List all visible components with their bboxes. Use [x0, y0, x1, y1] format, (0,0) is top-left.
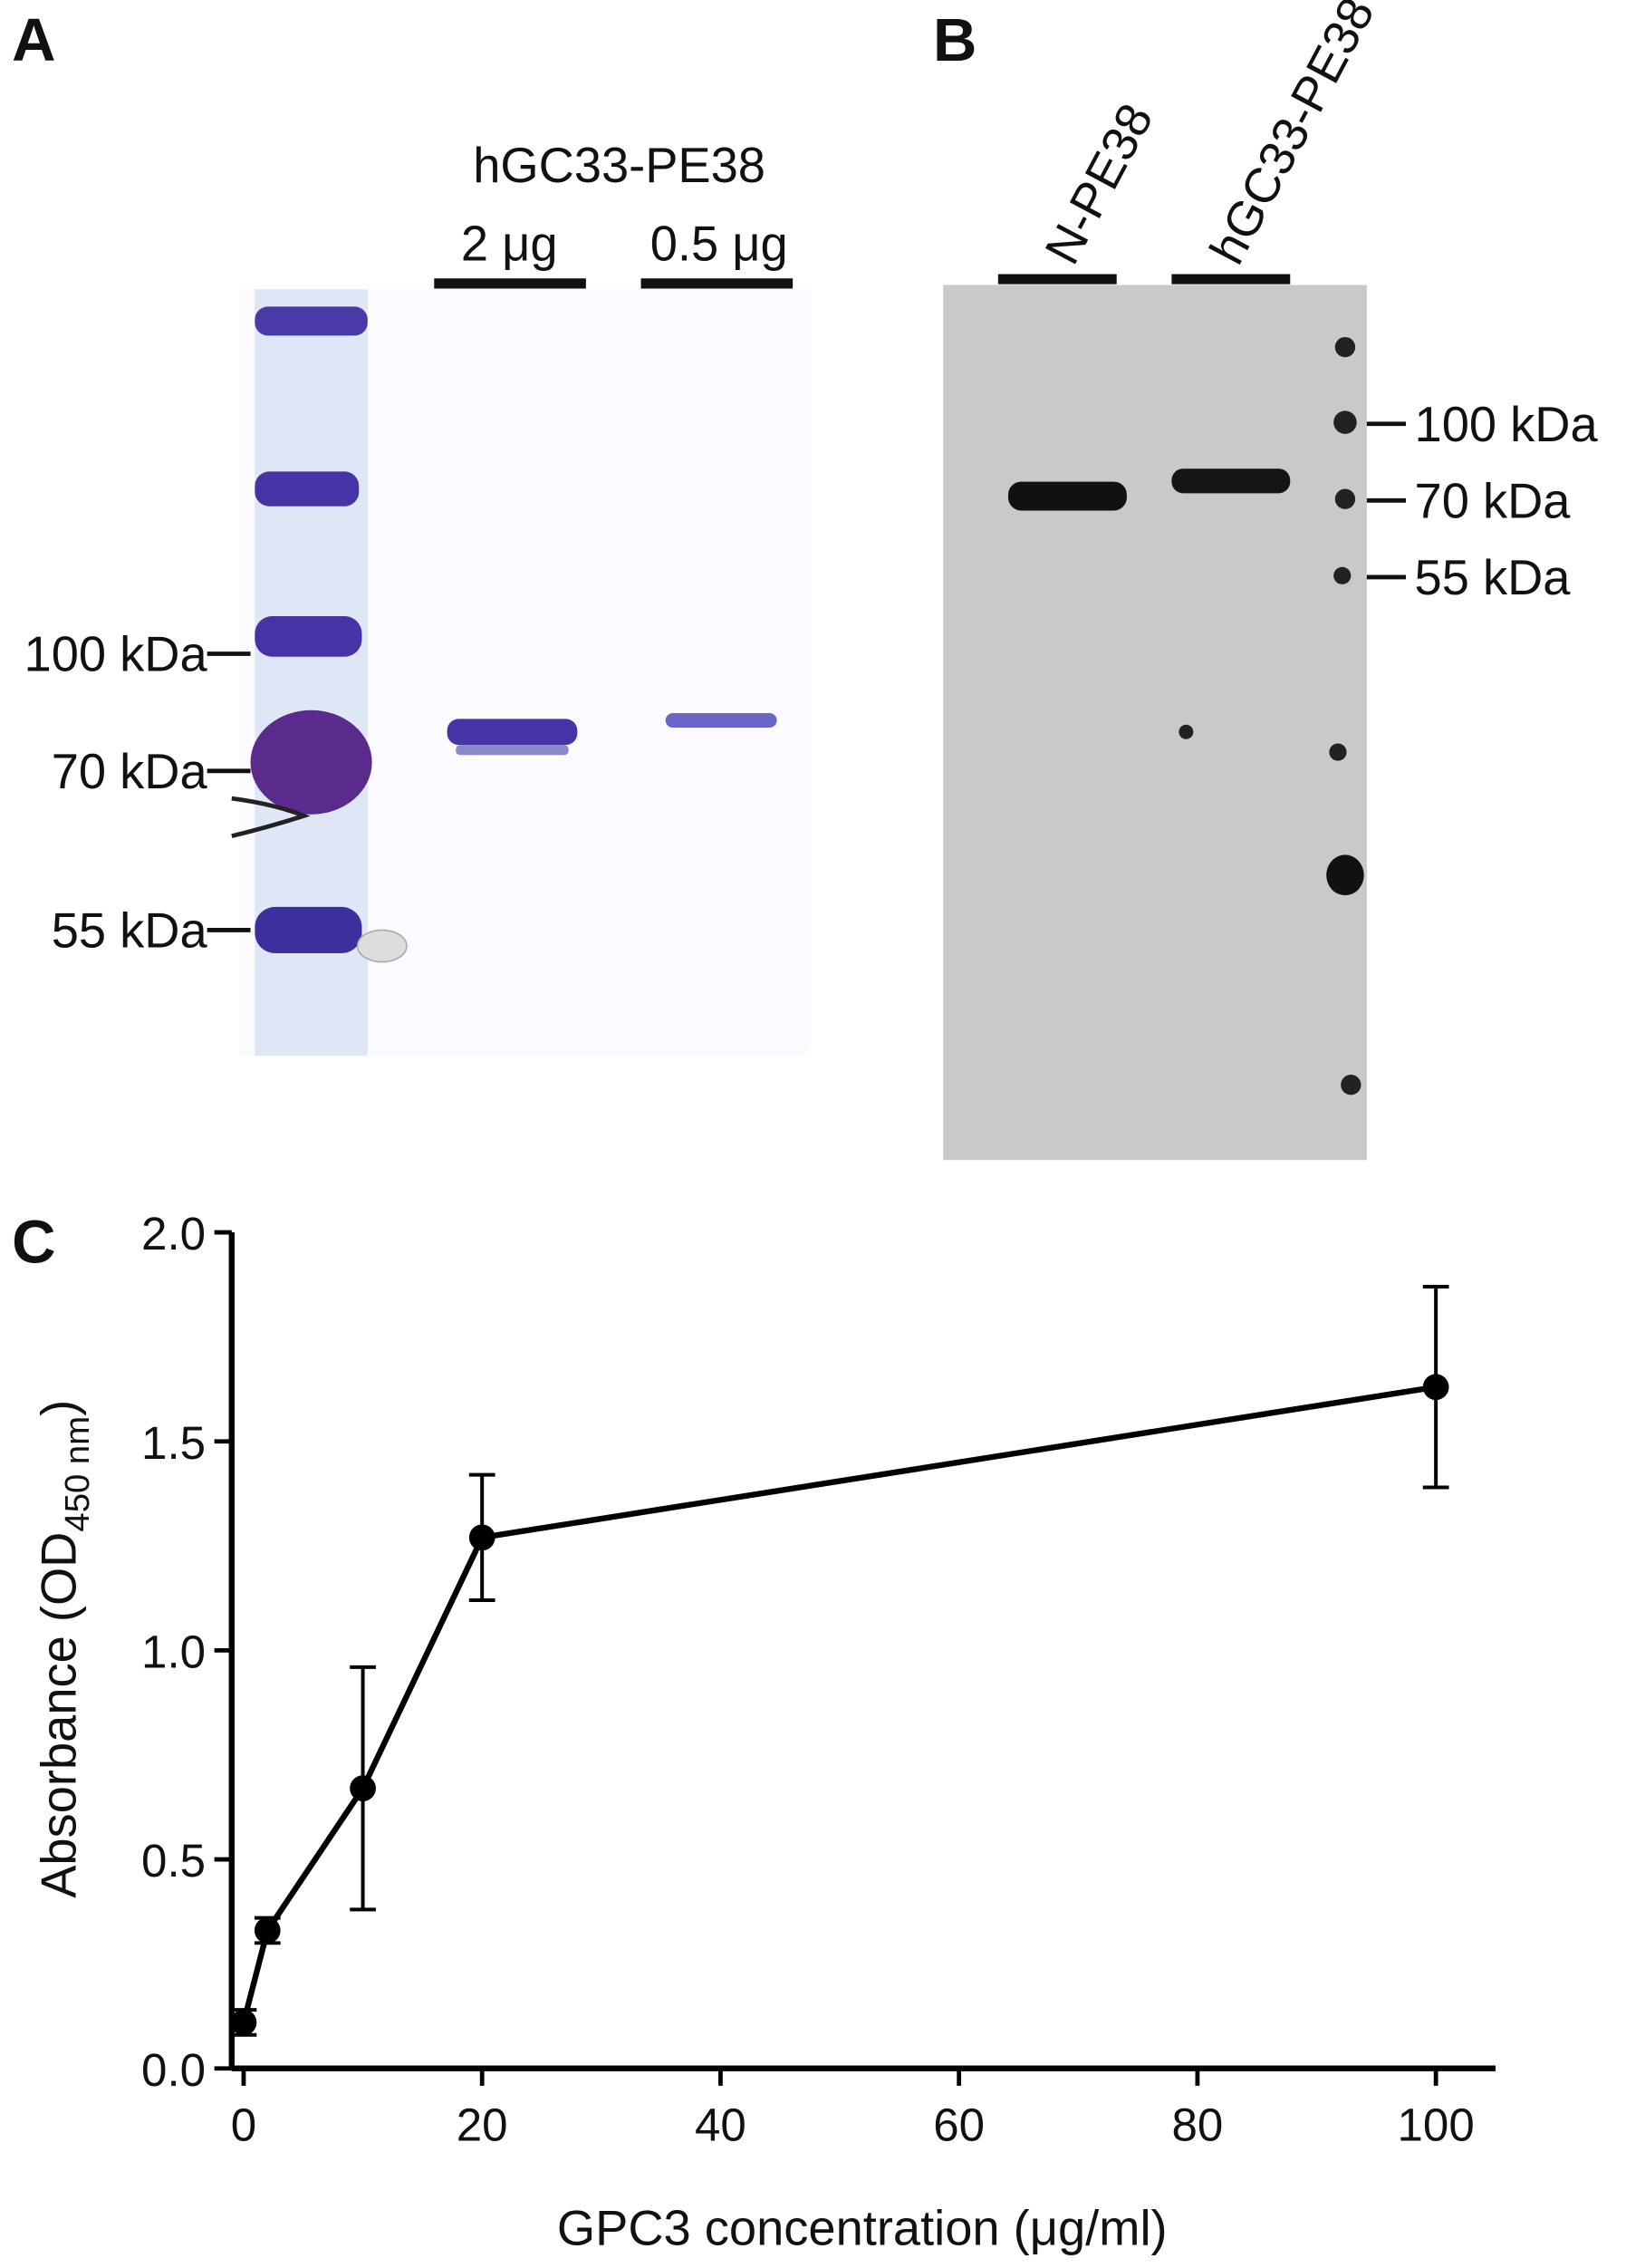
- lane-label: 2 μg: [461, 216, 558, 271]
- panel-label: A: [12, 6, 55, 74]
- data-point: [350, 1775, 376, 1801]
- marker-label: 55 kDa: [52, 903, 208, 959]
- marker-label: 100 kDa: [1415, 397, 1599, 452]
- y-tick-label: 0.0: [141, 2044, 206, 2096]
- y-tick-label: 1.5: [141, 1417, 206, 1469]
- data-point: [468, 1524, 495, 1551]
- x-tick-label: 60: [933, 2099, 985, 2151]
- data-point: [230, 2009, 257, 2036]
- x-tick-label: 40: [695, 2099, 746, 2151]
- marker-label: 70 kDa: [52, 744, 208, 799]
- y-axis-title-sub: 450 nm: [58, 1416, 97, 1532]
- lane-label: hGC33-PE38: [1199, 0, 1385, 273]
- gel-b: [943, 285, 1367, 1161]
- data-line: [240, 1384, 1437, 2023]
- x-tick-label: 20: [457, 2099, 508, 2151]
- data-point: [254, 1917, 281, 1944]
- y-axis-title-end: ): [31, 1400, 86, 1416]
- x-tick-label: 80: [1171, 2099, 1223, 2151]
- x-tick-label: 100: [1398, 2099, 1475, 2151]
- y-tick-label: 0.5: [141, 1835, 206, 1887]
- lane-label: N-PE38: [1034, 95, 1164, 273]
- sample-label: hGC33-PE38: [473, 138, 765, 193]
- gel-a: [231, 289, 811, 1057]
- lane-label: 0.5 μg: [650, 216, 788, 271]
- marker-label: 100 kDa: [24, 627, 208, 682]
- marker-label: 55 kDa: [1415, 550, 1572, 605]
- panel-label: C: [12, 1209, 55, 1277]
- panel-label: B: [933, 6, 977, 74]
- marker-label: 70 kDa: [1415, 473, 1572, 528]
- y-tick-label: 1.0: [141, 1626, 206, 1678]
- x-axis-title: GPC3 concentration (μg/ml): [557, 2200, 1168, 2255]
- y-axis-title: Absorbance (OD450 nm): [31, 1400, 96, 1898]
- data-point: [1422, 1374, 1449, 1401]
- y-axis-title-text: Absorbance (OD: [31, 1532, 86, 1898]
- y-tick-label: 2.0: [141, 1208, 206, 1259]
- x-tick-label: 0: [231, 2099, 256, 2151]
